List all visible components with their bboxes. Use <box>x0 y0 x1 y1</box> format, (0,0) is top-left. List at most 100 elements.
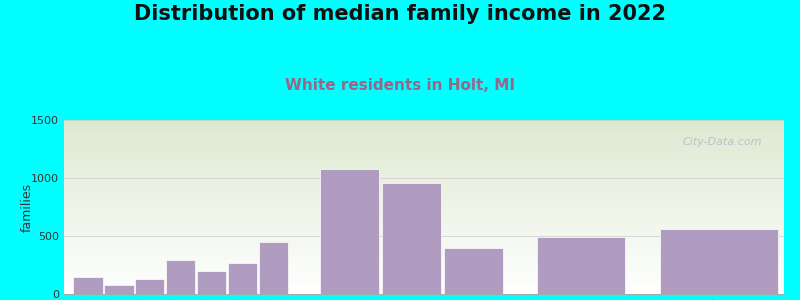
Bar <box>64 184 784 185</box>
Bar <box>64 280 784 281</box>
Bar <box>64 127 784 128</box>
Bar <box>228 263 257 294</box>
Bar <box>64 278 784 279</box>
Bar <box>64 217 784 218</box>
Bar <box>64 169 784 170</box>
Bar <box>64 289 784 290</box>
Bar <box>64 241 784 242</box>
Bar <box>64 199 784 200</box>
Bar <box>64 211 784 212</box>
Bar <box>64 138 784 139</box>
Bar <box>64 136 784 137</box>
Bar <box>64 206 784 207</box>
Bar <box>64 276 784 277</box>
Bar <box>64 231 784 232</box>
Bar <box>321 169 379 294</box>
Bar <box>64 245 784 246</box>
Bar <box>64 249 784 250</box>
Bar <box>64 273 784 274</box>
Bar <box>64 166 784 167</box>
Bar <box>64 121 784 122</box>
Bar <box>64 192 784 193</box>
Bar <box>64 163 784 164</box>
Bar <box>64 253 784 254</box>
Bar <box>444 248 502 294</box>
Bar <box>64 277 784 278</box>
Bar <box>64 216 784 217</box>
Bar <box>64 156 784 157</box>
Bar <box>64 131 784 132</box>
Bar <box>64 243 784 244</box>
Bar <box>64 213 784 214</box>
Bar <box>382 183 441 294</box>
Bar <box>64 291 784 292</box>
Bar <box>64 237 784 238</box>
Bar <box>64 180 784 181</box>
Bar <box>64 292 784 293</box>
Bar <box>64 238 784 239</box>
Bar <box>64 148 784 149</box>
Bar <box>537 237 625 294</box>
Bar <box>64 129 784 130</box>
Bar <box>64 247 784 248</box>
Bar <box>64 124 784 125</box>
Bar <box>64 154 784 155</box>
Bar <box>64 228 784 229</box>
Bar <box>64 158 784 159</box>
Bar <box>64 215 784 216</box>
Bar <box>64 265 784 266</box>
Bar <box>64 167 784 168</box>
Bar <box>64 142 784 143</box>
Bar <box>64 137 784 138</box>
Bar <box>64 271 784 272</box>
Bar <box>64 223 784 224</box>
Bar <box>64 267 784 268</box>
Bar <box>64 221 784 222</box>
Bar <box>64 269 784 270</box>
Bar <box>64 189 784 190</box>
Bar <box>64 125 784 126</box>
Bar <box>64 212 784 213</box>
Bar <box>64 286 784 287</box>
Bar <box>64 130 784 131</box>
Bar <box>64 146 784 147</box>
Bar <box>64 261 784 262</box>
Text: City-Data.com: City-Data.com <box>683 137 762 147</box>
Bar <box>64 144 784 145</box>
Bar <box>64 145 784 146</box>
Bar <box>64 181 784 182</box>
Bar <box>64 185 784 186</box>
Bar <box>64 274 784 275</box>
Bar <box>64 256 784 257</box>
Bar <box>64 224 784 225</box>
Bar <box>135 279 165 294</box>
Bar <box>64 290 784 291</box>
Bar <box>64 186 784 187</box>
Bar <box>64 178 784 179</box>
Bar <box>258 242 288 294</box>
Bar <box>64 229 784 230</box>
Bar <box>64 198 784 199</box>
Bar <box>64 255 784 256</box>
Bar <box>64 150 784 151</box>
Bar <box>64 133 784 134</box>
Bar <box>64 251 784 252</box>
Bar <box>64 285 784 286</box>
Bar <box>64 153 784 154</box>
Bar <box>64 190 784 191</box>
Bar <box>64 293 784 294</box>
Bar <box>64 171 784 172</box>
Bar <box>197 272 226 294</box>
Bar <box>64 262 784 263</box>
Bar <box>660 229 778 294</box>
Bar <box>64 209 784 210</box>
Bar <box>64 268 784 269</box>
Bar <box>64 234 784 235</box>
Bar <box>64 169 784 170</box>
Text: Distribution of median family income in 2022: Distribution of median family income in … <box>134 4 666 25</box>
Bar <box>64 240 784 241</box>
Bar <box>64 204 784 205</box>
Bar <box>64 132 784 133</box>
Bar <box>64 200 784 201</box>
Bar <box>64 205 784 206</box>
